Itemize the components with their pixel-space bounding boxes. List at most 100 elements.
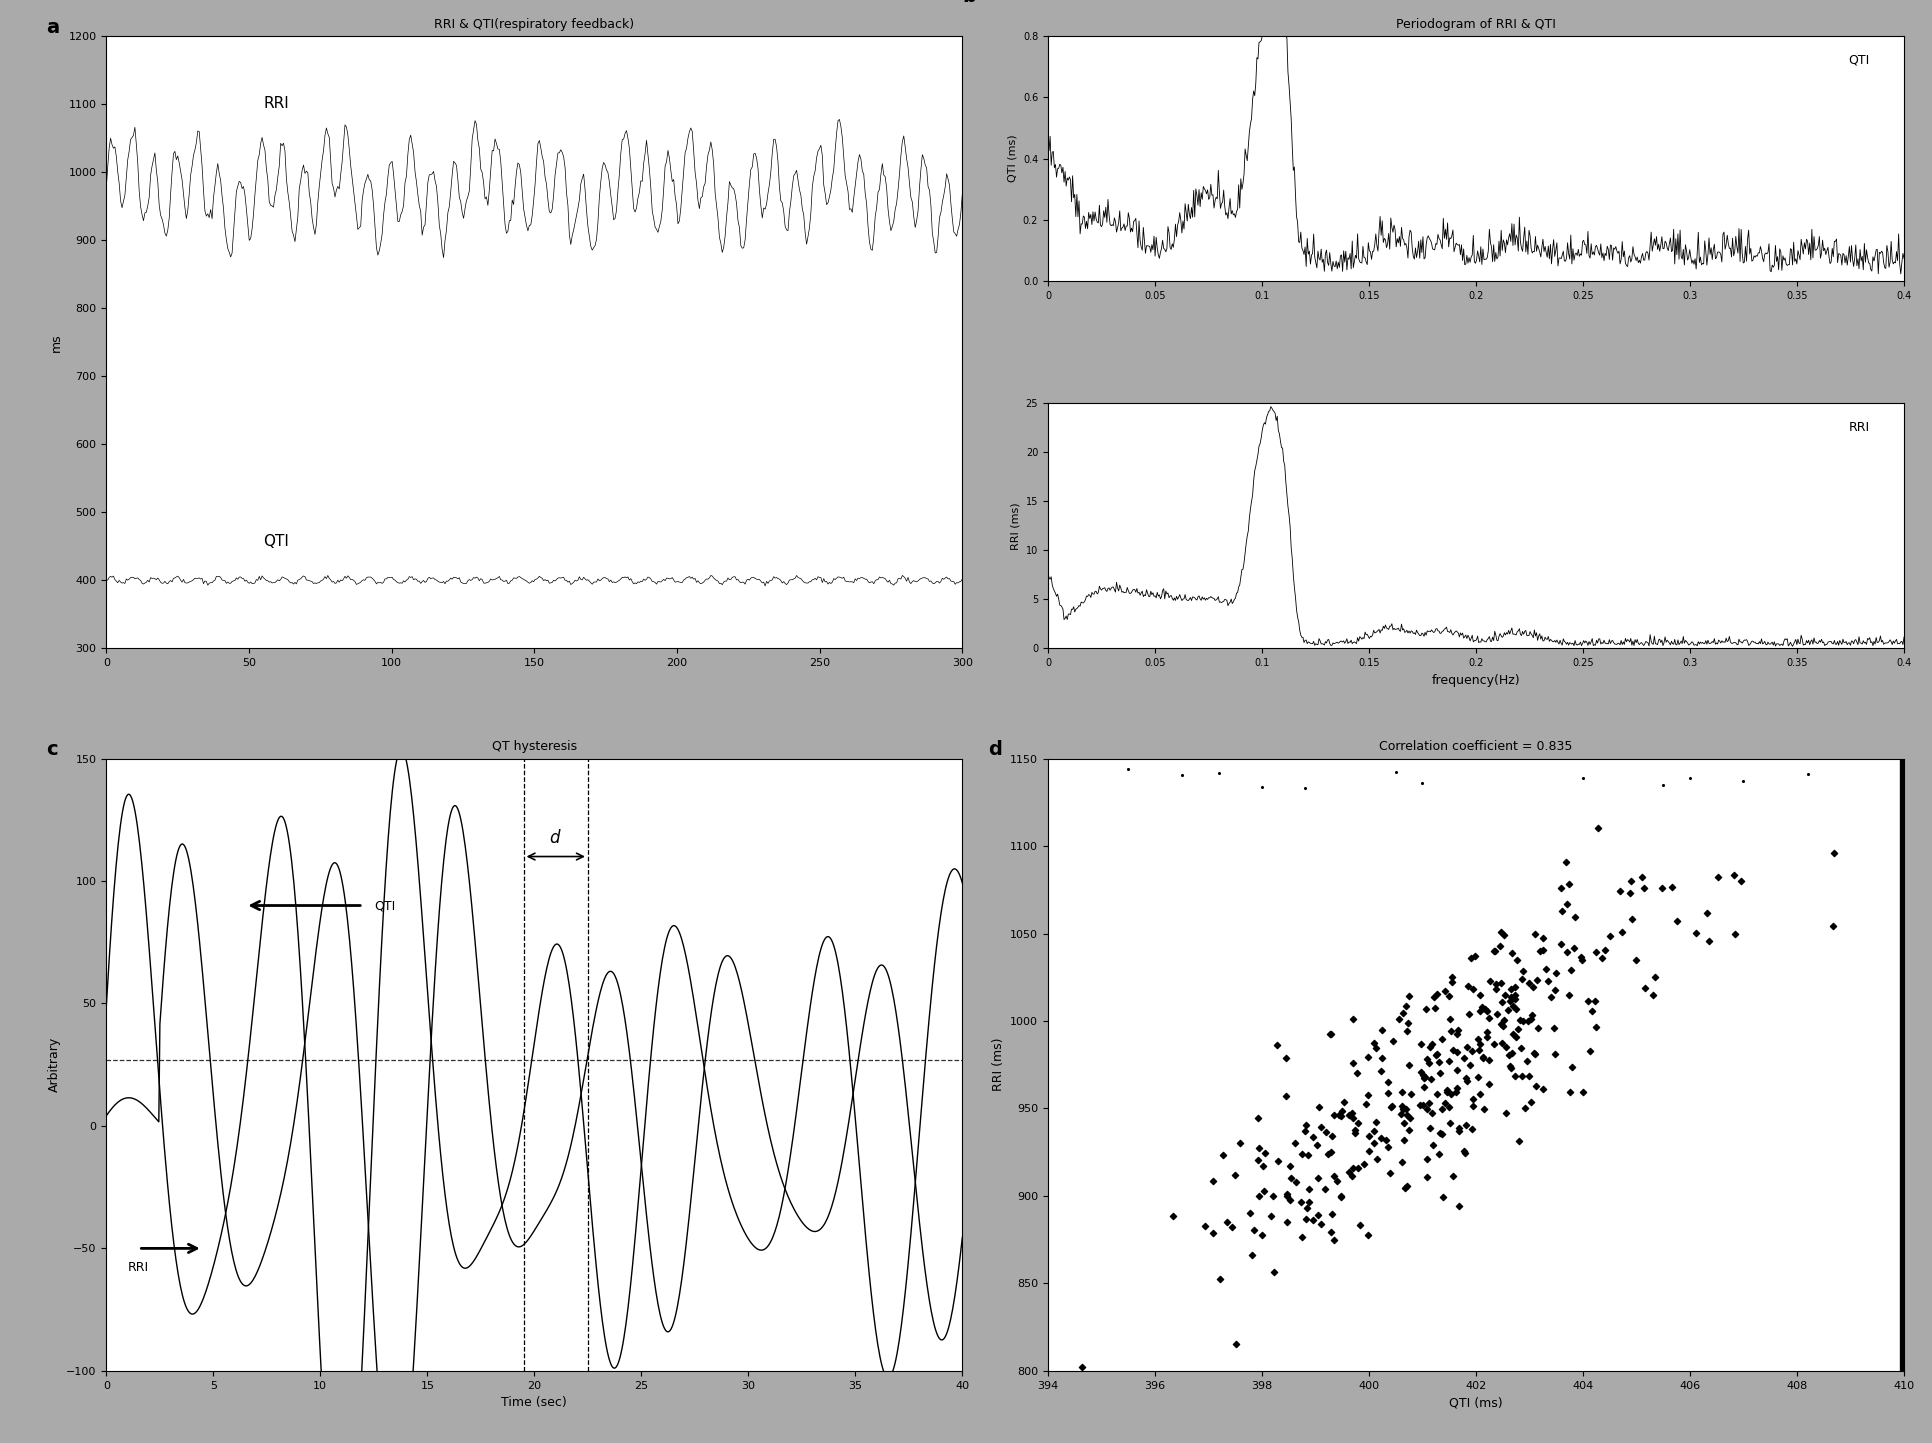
- Point: [1372, 1136, 1403, 1159]
- Point: [1499, 975, 1530, 999]
- Point: [1221, 1332, 1252, 1355]
- Point: [1291, 1196, 1321, 1219]
- Point: [1507, 960, 1538, 983]
- Point: [1341, 1156, 1372, 1179]
- Point: [1636, 984, 1667, 1007]
- Point: [1457, 1094, 1488, 1117]
- Point: [1304, 1115, 1335, 1139]
- Point: [1238, 1218, 1269, 1241]
- Point: [1437, 1165, 1468, 1188]
- Point: [1499, 1063, 1530, 1087]
- Point: [1474, 1072, 1505, 1095]
- X-axis label: Time (sec): Time (sec): [500, 1397, 566, 1410]
- Point: [1410, 1166, 1441, 1189]
- Point: [1273, 1189, 1304, 1212]
- Point: [1629, 876, 1660, 899]
- Point: [1395, 1082, 1426, 1105]
- Title: RRI & QTI(respiratory feedback): RRI & QTI(respiratory feedback): [435, 17, 634, 30]
- Point: [1457, 1118, 1488, 1141]
- Point: [1393, 986, 1424, 1009]
- Point: [1488, 924, 1519, 947]
- Point: [1337, 1107, 1368, 1130]
- Point: [1430, 1081, 1461, 1104]
- Point: [1379, 760, 1410, 784]
- Point: [1519, 1042, 1549, 1065]
- Point: [1236, 1244, 1267, 1267]
- Point: [1418, 986, 1449, 1009]
- Point: [1318, 1228, 1349, 1251]
- Point: [1466, 1046, 1497, 1069]
- Point: [1505, 1065, 1536, 1088]
- Point: [1412, 1052, 1443, 1075]
- Point: [1304, 1095, 1335, 1118]
- Point: [1293, 1143, 1323, 1166]
- Point: [1519, 922, 1549, 945]
- Point: [1406, 1094, 1437, 1117]
- Point: [1325, 1185, 1356, 1208]
- Point: [1551, 892, 1582, 915]
- Point: [1816, 915, 1847, 938]
- Point: [1662, 909, 1692, 932]
- Point: [1198, 1222, 1229, 1245]
- Text: c: c: [46, 740, 58, 759]
- Point: [1480, 1003, 1511, 1026]
- Point: [1464, 1032, 1495, 1055]
- Point: [1337, 1051, 1368, 1074]
- Point: [1551, 941, 1582, 964]
- Point: [1225, 1131, 1256, 1154]
- Point: [1546, 899, 1577, 922]
- Point: [1422, 1051, 1453, 1074]
- Point: [1256, 1205, 1287, 1228]
- Point: [1468, 999, 1499, 1022]
- Point: [1391, 1012, 1422, 1035]
- Point: [1291, 1113, 1321, 1136]
- Text: b: b: [962, 0, 976, 6]
- Point: [1488, 983, 1519, 1006]
- Point: [1435, 1082, 1466, 1105]
- Point: [1424, 1061, 1455, 1084]
- Point: [1325, 1185, 1356, 1208]
- Point: [1339, 1118, 1370, 1141]
- Point: [1403, 1094, 1434, 1117]
- Point: [1414, 1068, 1445, 1091]
- Point: [1484, 921, 1515, 944]
- Title: QT hysteresis: QT hysteresis: [491, 740, 576, 753]
- Point: [1613, 882, 1644, 905]
- Point: [1405, 1061, 1435, 1084]
- Point: [1287, 1227, 1318, 1250]
- Point: [1679, 921, 1710, 944]
- Point: [1441, 1040, 1472, 1063]
- Point: [1434, 1051, 1464, 1074]
- Point: [1410, 1048, 1441, 1071]
- Point: [1567, 1081, 1598, 1104]
- Point: [1501, 1017, 1532, 1040]
- Point: [1321, 1170, 1352, 1193]
- Point: [1302, 1166, 1333, 1189]
- Point: [1271, 1185, 1302, 1208]
- Point: [1370, 1128, 1401, 1152]
- Point: [1463, 1038, 1493, 1061]
- Point: [1457, 1039, 1488, 1062]
- Point: [1420, 1082, 1451, 1105]
- Point: [1165, 763, 1196, 786]
- X-axis label: frequency(Hz): frequency(Hz): [1432, 674, 1519, 687]
- Point: [1463, 999, 1493, 1022]
- Point: [1426, 1098, 1457, 1121]
- Point: [1242, 1149, 1273, 1172]
- Point: [1524, 939, 1555, 962]
- Point: [1538, 1016, 1569, 1039]
- Point: [1242, 1185, 1273, 1208]
- Point: [1113, 758, 1144, 781]
- Point: [1323, 1104, 1354, 1127]
- Point: [1337, 1156, 1368, 1179]
- Point: [1646, 876, 1677, 899]
- Point: [1406, 771, 1437, 794]
- Point: [1316, 1124, 1347, 1147]
- Point: [1495, 978, 1526, 1001]
- Point: [1522, 1017, 1553, 1040]
- Point: [1372, 1082, 1403, 1105]
- Point: [1559, 906, 1590, 929]
- Point: [1248, 1179, 1279, 1202]
- Point: [1376, 1095, 1406, 1118]
- Point: [1275, 1166, 1306, 1189]
